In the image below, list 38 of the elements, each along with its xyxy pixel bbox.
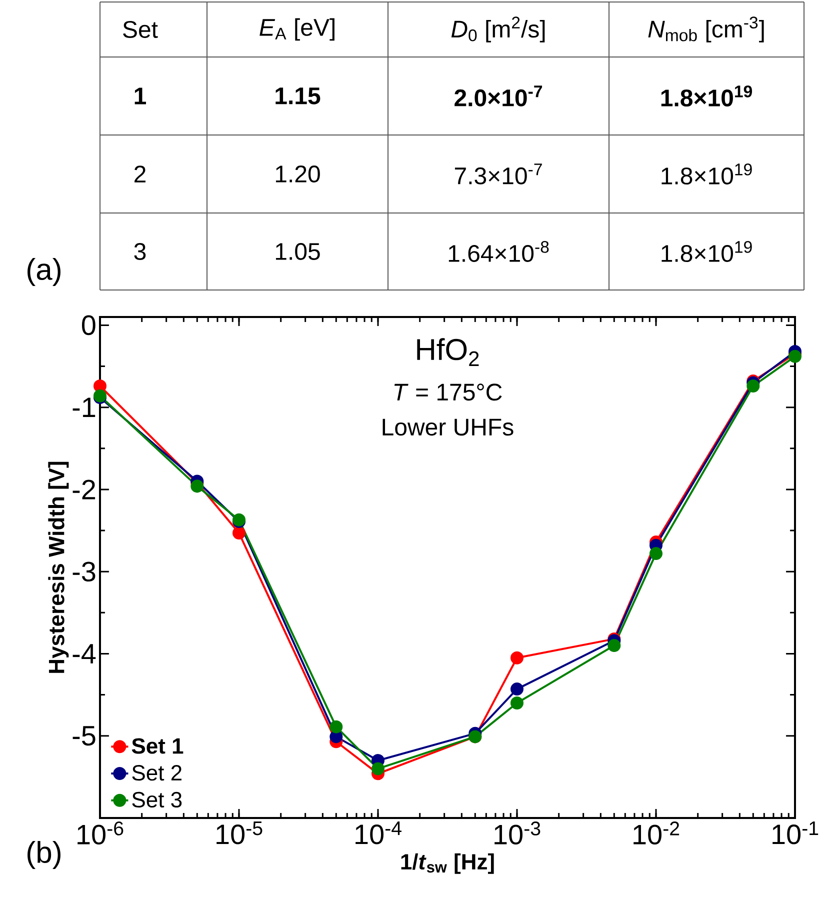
text: Set: [123, 21, 158, 38]
text: 1.8×10$^{19}$: [662, 163, 752, 184]
x-tick-label: 10$^{-2}$: [634, 822, 680, 845]
y-tick-label: -3: [72, 562, 96, 582]
text: 2.0×10$^{-7}$: [454, 86, 542, 106]
x-tick-label: 10$^{-3}$: [494, 822, 540, 845]
y-tick-label: -5: [72, 726, 96, 746]
y-tick-label: -2: [72, 480, 96, 500]
text: (a): [28, 258, 60, 286]
text: 1.15: [276, 88, 320, 104]
text: 2: [134, 166, 146, 182]
x-tick-label: 10$^{-5}$: [216, 822, 262, 844]
text: 1: [134, 88, 146, 104]
text: 7.3×10$^{-7}$: [454, 164, 542, 184]
text: 1.8×10$^{19}$: [661, 85, 752, 106]
text: (b): [28, 841, 60, 869]
text: 1.05: [276, 243, 320, 260]
annotation: HfO$_{2}$: [417, 338, 479, 366]
text: 1.8×10$^{19}$: [662, 240, 752, 262]
y-axis-title: Hysteresis Width [V]: [48, 462, 69, 673]
annotation: Lower UHFs: [382, 418, 514, 436]
text: 1.64×10$^{-8}$: [448, 240, 549, 262]
text: 3: [134, 243, 146, 260]
text: 1.20: [276, 166, 320, 182]
x-tick-label: 10$^{-4}$: [356, 822, 402, 844]
text: N$_{mob}$ [cm$^{-3}$]: [648, 16, 764, 42]
y-tick-label: 0: [82, 315, 96, 336]
legend-label: Set 3: [132, 792, 182, 808]
legend-label: Set 2: [132, 765, 182, 781]
annotation: T = 175°C: [394, 384, 502, 401]
text: E$_{A}$ [eV]: [260, 18, 334, 41]
x-tick-label: 10$^{-1}$: [772, 822, 818, 844]
y-tick-label: -1: [72, 398, 96, 417]
text: D$_{0}$ [m$^{2}$/s]: [451, 16, 545, 42]
y-tick-label: -4: [72, 644, 96, 664]
legend-label: Set 1: [132, 738, 184, 754]
x-axis-title: 1/t$_{sw}$ [Hz]: [401, 853, 494, 874]
x-tick-label: 10$^{-6}$: [78, 822, 124, 845]
